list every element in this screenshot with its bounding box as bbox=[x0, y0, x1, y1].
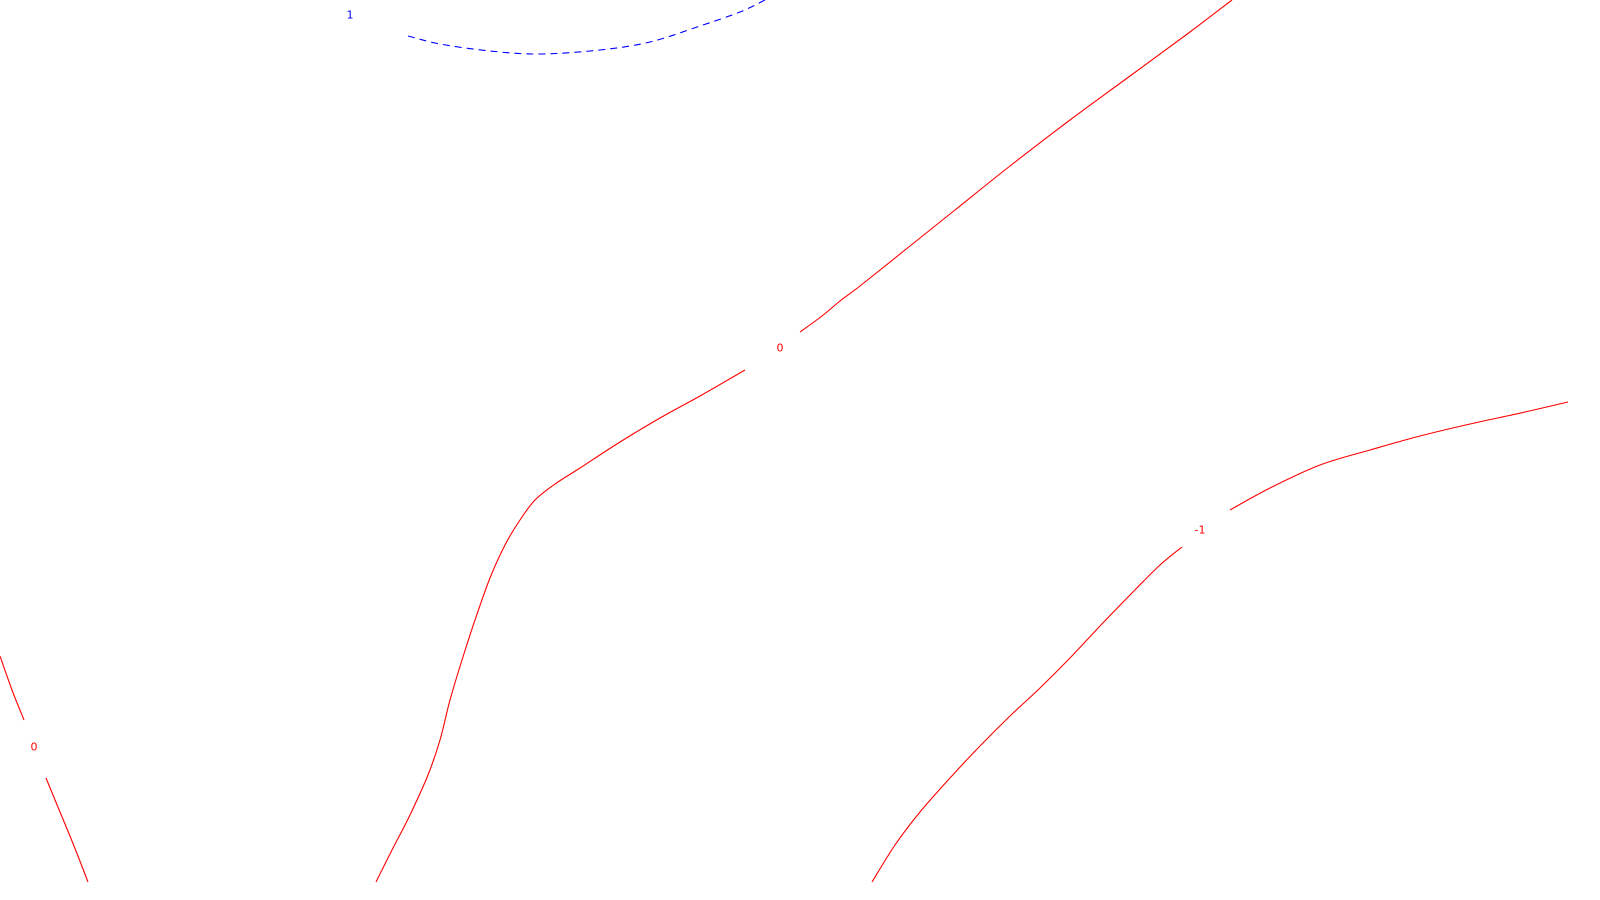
contour-line-level-1-segment-0-part-1 bbox=[407, 0, 766, 55]
contour-line-level-0-segment-0-part-0 bbox=[799, 0, 1233, 333]
contour-label-level-0-segment-1: 0 bbox=[31, 741, 38, 754]
contour-label-level-1-segment-0: 1 bbox=[347, 9, 354, 22]
contour-line-level-0-segment-1-part-1 bbox=[45, 777, 89, 883]
contour-line-level-neg1-segment-0-part-0 bbox=[1229, 401, 1569, 511]
contour-line-level-0-segment-1-part-0 bbox=[0, 655, 25, 721]
contour-label-level-0-segment-0: 0 bbox=[777, 342, 784, 355]
contour-label-level-neg1-segment-0: -1 bbox=[1195, 524, 1206, 537]
contour-line-level-neg1-segment-0-part-1 bbox=[871, 546, 1183, 883]
contour-line-level-0-segment-0-part-1 bbox=[375, 369, 746, 883]
